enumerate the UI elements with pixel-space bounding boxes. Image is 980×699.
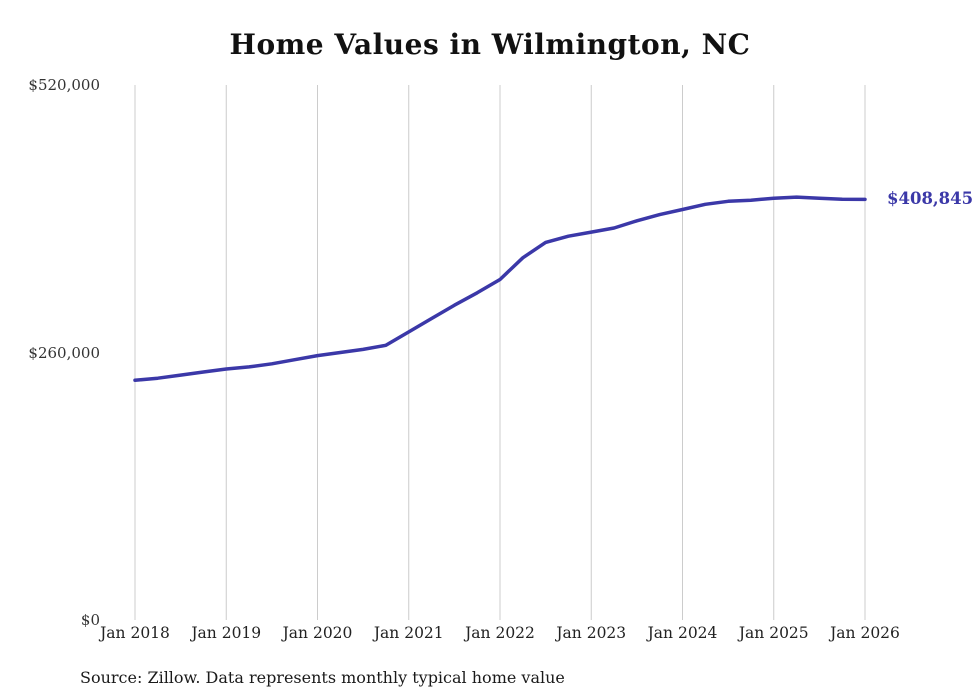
x-tick-jan-2023: Jan 2023 <box>556 624 627 642</box>
x-tick-jan-2021: Jan 2021 <box>373 624 444 642</box>
y-tick-520000: $520,000 <box>28 76 100 94</box>
x-tick-jan-2022: Jan 2022 <box>465 624 535 642</box>
x-tick-jan-2025: Jan 2025 <box>738 624 809 642</box>
home-value-series-line <box>133 195 867 383</box>
x-tick-jan-2018: Jan 2018 <box>100 624 170 642</box>
x-tick-jan-2026: Jan 2026 <box>830 624 900 642</box>
source-note: Source: Zillow. Data represents monthly … <box>80 668 565 687</box>
x-tick-jan-2019: Jan 2019 <box>191 624 262 642</box>
chart-title: Home Values in Wilmington, NC <box>229 28 751 61</box>
x-tick-jan-2024: Jan 2024 <box>647 624 718 642</box>
y-tick-0: $0 <box>80 611 100 629</box>
y-tick-260000: $260,000 <box>28 343 100 362</box>
x-tick-jan-2020: Jan 2020 <box>282 624 353 642</box>
latest-value-label: $408,845 <box>887 189 974 209</box>
